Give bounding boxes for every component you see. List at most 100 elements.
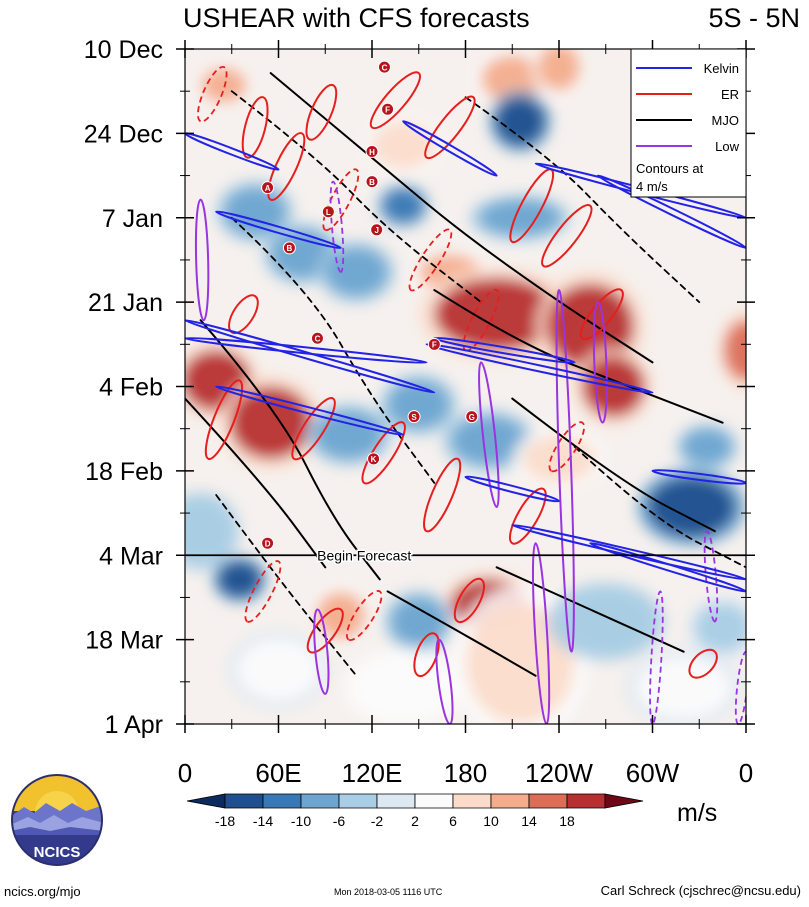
field-blob xyxy=(682,428,732,465)
y-tick-label: 18 Mar xyxy=(85,627,163,655)
er-contour-positive xyxy=(579,288,624,341)
er-contour-positive xyxy=(369,71,421,130)
mjo-contour-positive xyxy=(386,590,537,677)
forecast-label: Begin Forecast xyxy=(317,547,411,563)
colorbar-units: m/s xyxy=(677,799,717,827)
er-contour-negative xyxy=(244,560,282,623)
colorbar-swatch xyxy=(186,793,226,809)
tc-marker: H xyxy=(365,144,379,158)
mjo-contour-positive xyxy=(495,566,685,653)
colorbar-swatch xyxy=(566,793,606,809)
tc-marker-letter: B xyxy=(287,244,293,253)
er-contour-positive xyxy=(306,607,344,654)
low-contour-positive xyxy=(478,361,500,509)
x-tick-label: 60E xyxy=(255,758,301,788)
field-blob xyxy=(230,386,312,459)
legend-entry: Kelvin xyxy=(636,61,739,76)
tc-markers: C F H B A L J B C F S G K D xyxy=(261,60,479,550)
field-blob xyxy=(434,278,559,351)
low-contour-positive xyxy=(555,289,575,653)
tc-marker: C xyxy=(310,331,324,345)
logo-text: NCICS xyxy=(34,844,81,861)
tc-marker-letter: C xyxy=(315,335,321,344)
x-tick-labels: 0 60E 120E 180 120W 60W 0 xyxy=(178,758,753,788)
footer-timestamp: Mon 2018-03-05 1116 UTC xyxy=(334,887,443,897)
er-contour-positive xyxy=(361,421,406,485)
legend-label: MJO xyxy=(712,113,739,128)
field-blob xyxy=(647,476,736,538)
tc-marker: F xyxy=(381,102,395,116)
legend-label: Kelvin xyxy=(704,61,739,76)
colorbar: -18 -14 -10 -6 -2 2 6 10 14 18 xyxy=(186,793,644,829)
tc-marker: A xyxy=(261,181,275,195)
er-contour-positive xyxy=(204,379,244,460)
y-tick-label: 24 Dec xyxy=(84,120,163,148)
tc-marker: D xyxy=(261,536,275,550)
mjo-contour-positive xyxy=(511,397,716,533)
colorbar-label: -18 xyxy=(215,813,235,829)
er-contour-positive xyxy=(267,132,306,201)
tc-marker: L xyxy=(321,205,335,219)
legend-label: Low xyxy=(715,139,739,154)
field-blob xyxy=(217,561,262,598)
y-tick-label: 10 Dec xyxy=(84,36,163,64)
er-contour-positive xyxy=(509,487,547,545)
footer-author: Carl Schreck (cjschrec@ncsu.edu) xyxy=(600,883,801,898)
y-tick-label: 21 Jan xyxy=(88,289,163,317)
y-tick-label: 1 Apr xyxy=(105,711,163,739)
kelvin-contour xyxy=(596,174,746,249)
x-tick-label: 180 xyxy=(444,758,487,788)
er-contour-positive xyxy=(453,577,485,624)
field-blob xyxy=(537,49,581,92)
mjo-contour-negative xyxy=(230,90,482,304)
tc-marker-letter: A xyxy=(265,184,271,193)
tc-marker: C xyxy=(377,60,391,74)
y-tick-label: 4 Mar xyxy=(99,542,163,570)
field-blob xyxy=(546,284,634,369)
colorbar-label: 6 xyxy=(449,813,457,829)
kelvin-contour xyxy=(215,210,342,250)
legend-box xyxy=(630,48,747,198)
colorbar-swatch xyxy=(414,793,454,809)
mjo-contour-negative xyxy=(464,96,701,304)
y-tick-label: 4 Feb xyxy=(99,374,163,402)
colorbar-swatch xyxy=(224,793,264,809)
tc-marker: B xyxy=(365,175,379,189)
tc-marker: G xyxy=(465,410,479,424)
field-blob xyxy=(372,121,435,170)
legend: Kelvin ER MJO Low Contours at 4 m/s xyxy=(630,48,747,198)
field-blob xyxy=(451,416,527,465)
y-tick-labels: 10 Dec 24 Dec 7 Jan 21 Jan 4 Feb 18 Feb 4 Mar 1… xyxy=(84,36,163,739)
mjo-contour-negative xyxy=(230,216,436,484)
kelvin-contour xyxy=(185,132,280,171)
er-contour-negative xyxy=(345,590,383,642)
colorbar-swatch xyxy=(338,793,378,809)
low-contour-negative xyxy=(703,530,719,623)
er-contour-negative xyxy=(322,168,360,231)
legend-note-line2: 4 m/s xyxy=(636,179,668,194)
kelvin-contour xyxy=(425,343,654,394)
er-contour-negative xyxy=(197,65,228,123)
colorbar-swatch xyxy=(452,793,492,809)
field-blob xyxy=(237,639,320,700)
field-blob xyxy=(694,603,746,652)
axis-ticks xyxy=(176,40,755,733)
colorbar-swatch xyxy=(300,793,340,809)
colorbar-swatch xyxy=(604,793,644,809)
tc-marker-letter: H xyxy=(369,148,375,157)
field-blob xyxy=(185,501,232,562)
er-contour-negative xyxy=(408,228,453,292)
er-contour-positive xyxy=(424,95,476,160)
low-contour-positive xyxy=(531,542,551,724)
kelvin-contour xyxy=(215,385,405,436)
footer-url[interactable]: ncics.org/mjo xyxy=(4,884,81,899)
low-contour-positive xyxy=(313,608,330,695)
colorbar-label: 2 xyxy=(411,813,419,829)
tc-marker: K xyxy=(367,452,381,466)
tc-marker: F xyxy=(427,337,441,351)
ncics-logo: NCICS xyxy=(10,773,104,872)
field-blob xyxy=(381,187,425,224)
mjo-contour-positive xyxy=(185,397,327,569)
mjo-contour-positive xyxy=(433,289,724,424)
y-tick-label: 7 Jan xyxy=(102,205,163,233)
